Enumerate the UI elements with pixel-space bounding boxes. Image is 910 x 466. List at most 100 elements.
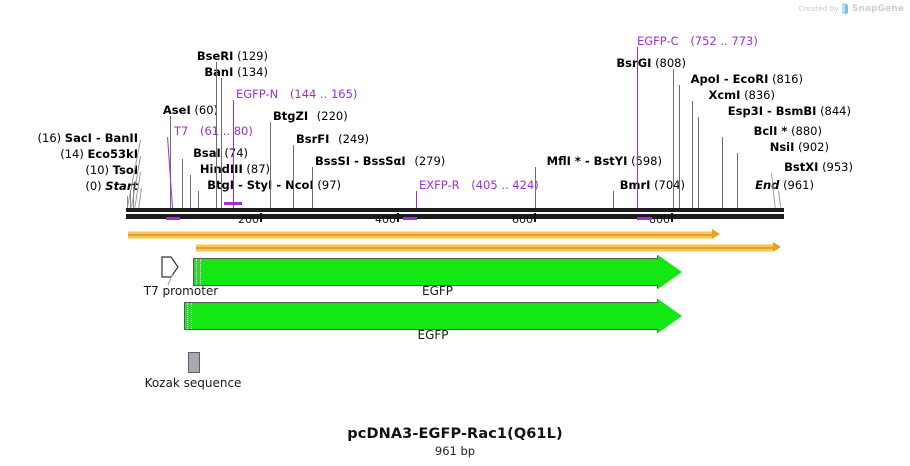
site-name-mfli-bstyi: MflI * - BstYI	[546, 154, 628, 168]
orf-track-upper[interactable]	[128, 231, 712, 239]
site-position-279: (279)	[414, 154, 446, 168]
site-label-bani[interactable]: BanI (134)	[70, 66, 268, 78]
orf-track-lower[interactable]	[196, 244, 773, 252]
site-label-eco53ki[interactable]: (14) Eco53kI	[0, 148, 138, 160]
primer-range-t7: (61 .. 80)	[200, 124, 253, 138]
site-label-bsssi-bsssai[interactable]: BssSI - BssSαI (279)	[315, 155, 445, 167]
kozak-sequence-marker[interactable]	[188, 352, 200, 373]
snapgene-logo-icon	[841, 3, 849, 14]
primer-name-egfp-n: EGFP-N	[236, 87, 279, 101]
gene-arrowhead-lower	[658, 299, 682, 333]
primer-span-exfp-r	[403, 217, 417, 220]
primer-label-egfp-n[interactable]: EGFP-N (144 .. 165)	[236, 88, 357, 100]
site-position-97: (97)	[317, 178, 341, 192]
leader-line-bsssi	[312, 167, 313, 208]
leader-line-bmri	[613, 191, 614, 208]
site-name-bmri: BmrI	[619, 178, 651, 192]
leader-line-bcli	[722, 137, 723, 208]
site-label-asei[interactable]: AseI (60)	[70, 104, 218, 116]
leader-line-exfp-r	[416, 191, 418, 208]
site-position-816: (816)	[772, 72, 803, 86]
site-label-mfli-bstyi[interactable]: MflI * - BstYI (598)	[440, 155, 662, 167]
leader-line-origin-b	[130, 190, 131, 208]
leader-line-asei	[170, 116, 171, 208]
leader-line-origin-c	[133, 188, 134, 208]
site-label-bsrfi[interactable]: BsrFI (249)	[296, 133, 369, 145]
site-position-60: (60)	[194, 103, 218, 117]
gene-arrowhead-upper	[658, 255, 682, 289]
site-label-btgzi[interactable]: BtgZI (220)	[273, 110, 348, 122]
primer-name-egfp-c: EGFP-C	[637, 34, 679, 48]
primer-label-egfp-c[interactable]: EGFP-C (752 .. 773)	[637, 35, 758, 47]
plasmid-length: 961 bp	[434, 444, 476, 458]
gene-arrow-egfp-upper[interactable]	[193, 255, 682, 289]
gene-start-marker-upper	[196, 259, 201, 285]
ruler-tick-label-800: 800	[649, 213, 670, 226]
site-name-tsoi: TsoI	[112, 163, 138, 177]
ruler-tick-400	[397, 213, 399, 222]
site-name-apoi-ecori: ApoI - EcoRI	[690, 72, 769, 86]
primer-range-egfp-c: (752 .. 773)	[690, 34, 758, 48]
ruler-tick-label-400: 400	[375, 213, 396, 226]
site-label-start[interactable]: (0) Start	[0, 180, 138, 192]
leader-line-mfli	[535, 167, 536, 208]
primer-range-exfp-r: (405 .. 424)	[471, 178, 539, 192]
site-position-836: (836)	[744, 88, 775, 102]
site-label-nsii[interactable]: NsiI (902)	[560, 141, 829, 153]
primer-span-egfp-n	[224, 202, 242, 205]
site-label-saci-banii[interactable]: (16) SacI - BanII	[0, 132, 138, 144]
leader-line-bani	[221, 78, 222, 208]
site-position-249: (249)	[338, 132, 370, 146]
site-label-bcli[interactable]: BclI * (880)	[560, 125, 822, 137]
orf-shaft-upper	[128, 233, 712, 236]
site-name-end: End	[755, 178, 780, 192]
site-label-bsrgi[interactable]: BsrGI (808)	[560, 57, 686, 69]
site-name-bstxi: BstXI	[784, 160, 819, 174]
site-position-129: (129)	[237, 49, 268, 63]
leader-line-egfp-c	[637, 47, 639, 208]
primer-name-t7: T7	[174, 124, 189, 138]
primer-span-egfp-c	[637, 217, 652, 220]
plasmid-title: pcDNA3-EGFP-Rac1(Q61L)	[347, 426, 563, 442]
gene-arrow-egfp-lower[interactable]	[184, 299, 682, 333]
site-label-tsoi[interactable]: (10) TsoI	[0, 164, 138, 176]
primer-label-t7[interactable]: T7 (61 .. 80)	[174, 125, 253, 137]
leader-line-ecori	[679, 85, 680, 208]
site-name-bsrgi: BsrGI	[616, 56, 652, 70]
site-name-bsai: BsaI	[193, 146, 221, 160]
site-name-eco53ki: Eco53kI	[87, 147, 138, 161]
sequence-ruler-bar[interactable]	[126, 214, 784, 219]
watermark-created-by-text: Created by	[798, 4, 839, 13]
site-position-74: (74)	[224, 146, 248, 160]
site-position-961: (961)	[783, 178, 814, 192]
site-position-87: (87)	[246, 162, 270, 176]
site-label-bstxi[interactable]: BstXI (953)	[560, 161, 853, 173]
orf-shaft-lower	[196, 246, 773, 249]
primer-span-t7	[166, 217, 180, 220]
site-label-end[interactable]: End (961)	[640, 179, 814, 191]
site-position-598: (598)	[631, 154, 662, 168]
site-label-btgi-styi-ncoi[interactable]: BtgI - StyI - NcoI (97)	[70, 179, 341, 191]
site-name-bsssi-bsssai: BssSI - BssSαI	[315, 154, 406, 168]
sequence-ruler-bar-top	[126, 208, 784, 212]
t7-promoter-label: T7 promoter	[143, 284, 219, 298]
t7-promoter-arrow-icon[interactable]	[161, 256, 179, 278]
site-label-bmri[interactable]: BmrI (704)	[520, 179, 685, 191]
site-name-esp3i-bsmbi: Esp3I - BsmBI	[727, 104, 817, 118]
primer-label-exfp-r[interactable]: EXFP-R (405 .. 424)	[419, 179, 539, 191]
site-name-bcli: BclI *	[753, 124, 788, 138]
site-position-844: (844)	[820, 104, 851, 118]
site-label-xcmi[interactable]: XcmI (836)	[560, 89, 775, 101]
site-label-apoi-ecori[interactable]: ApoI - EcoRI (816)	[560, 73, 803, 85]
site-label-esp3i-bsmbi[interactable]: Esp3I - BsmBI (844)	[560, 105, 851, 117]
gene-label-egfp-lower: EGFP	[417, 328, 449, 342]
ruler-tick-600	[534, 213, 536, 222]
gene-start-marker-lower	[187, 303, 192, 329]
site-name-bseri: BseRI	[196, 49, 234, 63]
site-label-bseri[interactable]: BseRI (129)	[70, 50, 268, 62]
site-label-bsai[interactable]: BsaI (74)	[70, 147, 248, 159]
ruler-tick-label-600: 600	[512, 213, 533, 226]
orf-arrowhead-lower	[773, 242, 781, 252]
site-position-808: (808)	[655, 56, 686, 70]
